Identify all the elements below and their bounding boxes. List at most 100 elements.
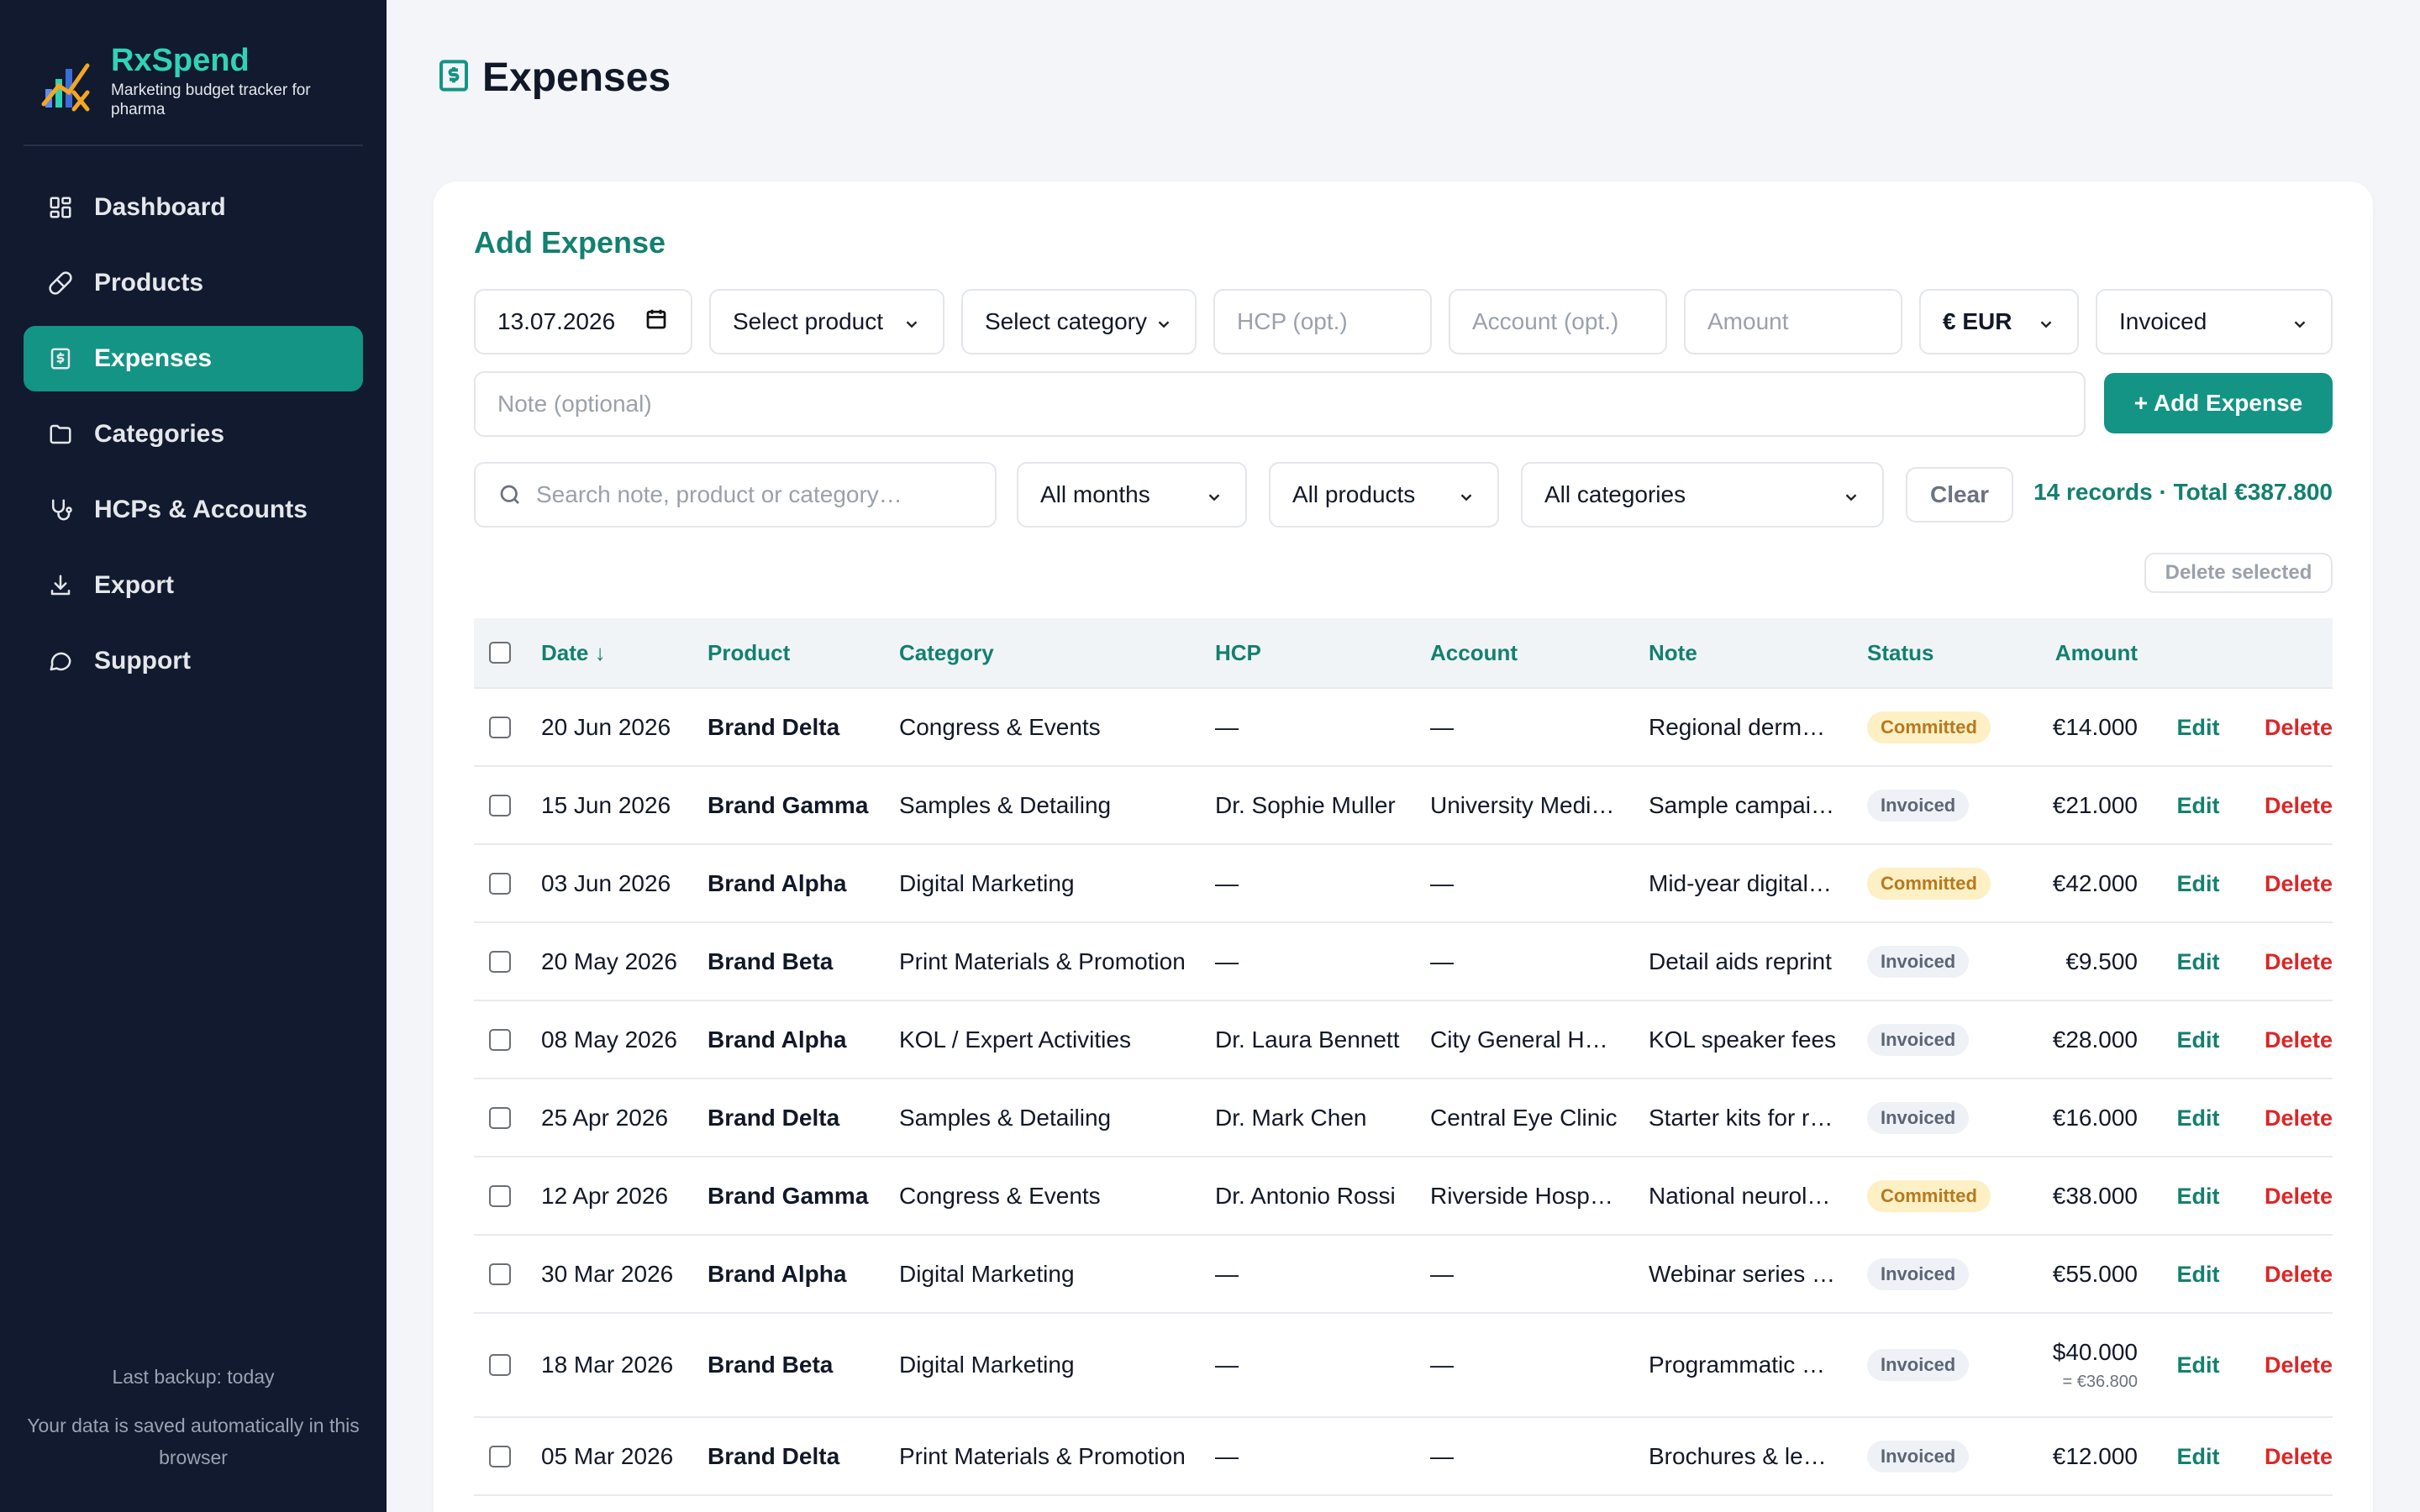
delete-button[interactable]: Delete (2264, 1105, 2333, 1131)
column-status[interactable]: Status (1867, 639, 1934, 665)
category-select[interactable]: Select category (961, 289, 1197, 354)
delete-button[interactable]: Delete (2264, 792, 2333, 818)
row-date: 03 Jun 2026 (541, 869, 671, 896)
row-checkbox[interactable] (489, 716, 511, 738)
row-product: Brand Beta (708, 948, 834, 974)
table-row: 05 Mar 2026 Brand Delta Print Materials & … (474, 1418, 2333, 1496)
clear-filters-button[interactable]: Clear (1906, 467, 2013, 522)
row-checkbox[interactable] (489, 794, 511, 816)
amount-input[interactable]: Amount (1684, 289, 1902, 354)
row-amount: €28.000 (2052, 1026, 2138, 1053)
status-badge: Invoiced (1867, 1349, 1970, 1381)
row-checkbox[interactable] (489, 1028, 511, 1051)
category-filter-value: All categories (1544, 481, 1686, 507)
edit-button[interactable]: Edit (2176, 1352, 2220, 1378)
sidebar-item-expenses[interactable]: Expenses (24, 326, 363, 391)
delete-button[interactable]: Delete (2264, 1183, 2333, 1209)
column-product[interactable]: Product (708, 639, 791, 665)
delete-button[interactable]: Delete (2264, 1026, 2333, 1053)
delete-button[interactable]: Delete (2264, 1261, 2333, 1287)
column-date[interactable]: Date ↓ (541, 639, 606, 665)
select-all-checkbox[interactable] (489, 642, 511, 664)
row-category: Print Materials & Promotion (899, 948, 1186, 974)
edit-button[interactable]: Edit (2176, 870, 2220, 896)
note-input[interactable]: Note (optional) (474, 371, 2086, 437)
add-expense-button[interactable]: + Add Expense (2104, 373, 2333, 433)
date-input[interactable]: 13.07.2026 (474, 289, 692, 354)
column-note[interactable]: Note (1649, 639, 1697, 665)
chat-icon (47, 648, 74, 675)
row-account: City General H… (1430, 1026, 1608, 1053)
currency-select[interactable]: € EUR (1919, 289, 2079, 354)
receipt-icon (437, 57, 471, 98)
row-checkbox[interactable] (489, 872, 511, 895)
sidebar-item-label: Export (94, 571, 175, 599)
row-checkbox[interactable] (489, 950, 511, 973)
stethoscope-icon (47, 496, 74, 523)
product-select[interactable]: Select product (709, 289, 944, 354)
brand[interactable]: RxSpend Marketing budget tracker for pha… (40, 40, 363, 144)
sidebar-item-hcps-accounts[interactable]: HCPs & Accounts (24, 477, 363, 543)
delete-button[interactable]: Delete (2264, 714, 2333, 740)
product-select-value: Select product (733, 308, 883, 334)
row-checkbox[interactable] (489, 1354, 511, 1376)
product-filter-select[interactable]: All products (1269, 462, 1499, 528)
delete-button[interactable]: Delete (2264, 870, 2333, 896)
table-row: 18 Mar 2026 Brand Beta Digital Marketing — —… (474, 1314, 2333, 1418)
row-hcp: — (1215, 1260, 1239, 1287)
edit-button[interactable]: Edit (2176, 1105, 2220, 1131)
date-value: 13.07.2026 (497, 308, 616, 334)
row-checkbox[interactable] (489, 1263, 511, 1285)
row-amount: €55.000 (2052, 1260, 2138, 1287)
search-icon (500, 485, 519, 504)
sidebar-item-support[interactable]: Support (24, 628, 363, 694)
row-hcp: Dr. Laura Bennett (1215, 1026, 1400, 1053)
sidebar-item-categories[interactable]: Categories (24, 402, 363, 467)
row-hcp: — (1215, 869, 1239, 896)
app-tagline: Marketing budget tracker for pharma (111, 81, 311, 118)
row-hcp: — (1215, 1442, 1239, 1469)
edit-button[interactable]: Edit (2176, 1443, 2220, 1469)
hcp-input[interactable]: HCP (opt.) (1213, 289, 1432, 354)
column-hcp[interactable]: HCP (1215, 639, 1261, 665)
sidebar-item-dashboard[interactable]: Dashboard (24, 175, 363, 240)
row-account: Riverside Hosp… (1430, 1182, 1613, 1209)
sidebar-item-export[interactable]: Export (24, 553, 363, 618)
delete-button[interactable]: Delete (2264, 1443, 2333, 1469)
row-checkbox[interactable] (489, 1445, 511, 1467)
edit-button[interactable]: Edit (2176, 948, 2220, 974)
search-input[interactable]: Search note, product or category… (474, 462, 997, 528)
edit-button[interactable]: Edit (2176, 1026, 2220, 1053)
account-input[interactable]: Account (opt.) (1449, 289, 1667, 354)
edit-button[interactable]: Edit (2176, 792, 2220, 818)
column-amount[interactable]: Amount (2054, 639, 2138, 665)
row-amount: €42.000 (2052, 869, 2138, 896)
row-note: Detail aids reprint (1649, 948, 1832, 974)
month-filter-select[interactable]: All months (1017, 462, 1247, 528)
status-badge: Invoiced (1867, 789, 1970, 822)
row-note: National neurol… (1649, 1182, 1831, 1209)
row-product: Brand Gamma (708, 791, 869, 818)
delete-button[interactable]: Delete (2264, 948, 2333, 974)
row-category: Print Materials & Promotion (899, 1442, 1186, 1469)
column-account[interactable]: Account (1430, 639, 1518, 665)
delete-selected-button[interactable]: Delete selected (2144, 553, 2333, 593)
status-select[interactable]: Invoiced (2096, 289, 2333, 354)
edit-button[interactable]: Edit (2176, 1183, 2220, 1209)
edit-button[interactable]: Edit (2176, 1261, 2220, 1287)
row-date: 15 Jun 2026 (541, 791, 671, 818)
product-filter-value: All products (1292, 481, 1416, 507)
row-checkbox[interactable] (489, 1106, 511, 1129)
calendar-icon[interactable] (644, 307, 669, 338)
edit-button[interactable]: Edit (2176, 714, 2220, 740)
table-row: 30 Mar 2026 Brand Alpha Digital Marketing —… (474, 1236, 2333, 1314)
row-checkbox[interactable] (489, 1184, 511, 1207)
chevron-down-icon (902, 312, 921, 331)
delete-button[interactable]: Delete (2264, 1352, 2333, 1378)
category-filter-select[interactable]: All categories (1521, 462, 1884, 528)
column-category[interactable]: Category (899, 639, 994, 665)
app-name: RxSpend (111, 43, 250, 78)
row-date: 20 May 2026 (541, 948, 677, 974)
chevron-down-icon (1842, 486, 1860, 504)
sidebar-item-products[interactable]: Products (24, 250, 363, 316)
